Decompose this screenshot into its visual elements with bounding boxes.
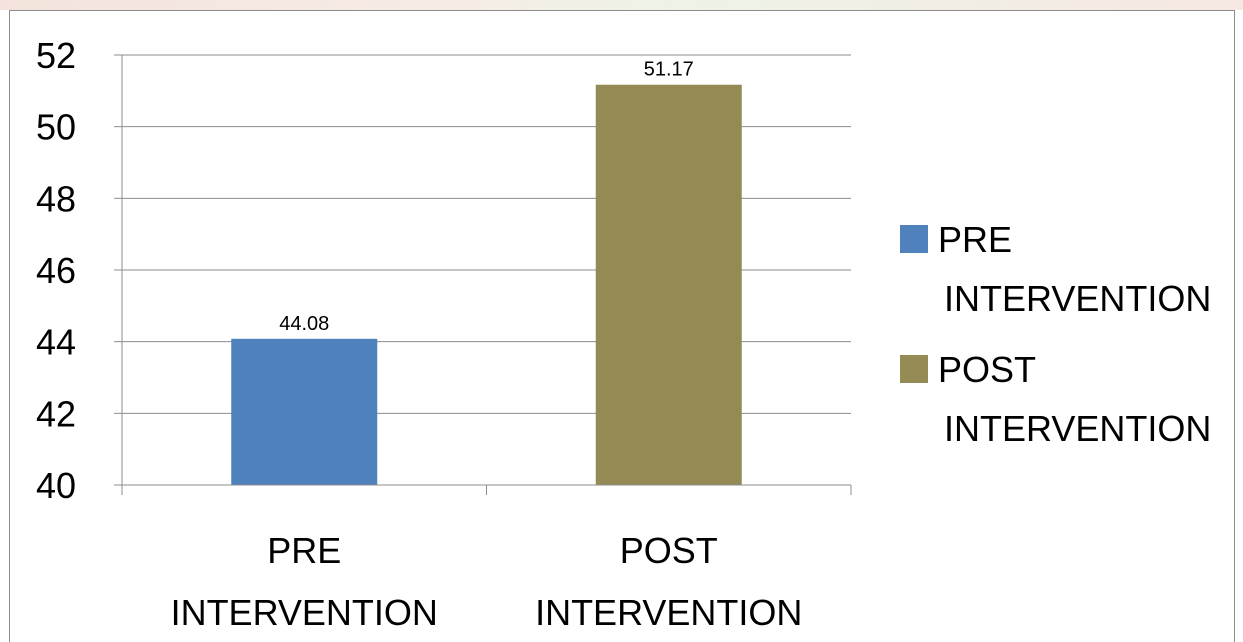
y-tick-label-46: 46 [36, 250, 76, 291]
data-label-1: 51.17 [644, 59, 694, 81]
bar-0 [231, 338, 378, 485]
legend: PRE INTERVENTION POST INTERVENTION [900, 219, 1211, 449]
y-tick-label-44: 44 [36, 322, 76, 363]
category-label-0-line-1: INTERVENTION [171, 592, 438, 633]
y-tick-label-50: 50 [36, 107, 76, 148]
y-tick-label-52: 52 [36, 35, 76, 76]
data-label-0: 44.08 [279, 313, 329, 335]
legend-label-1-line-0: POST [938, 349, 1036, 390]
bar-1 [595, 84, 742, 485]
legend-swatch-0 [900, 225, 928, 253]
category-label-1-line-1: INTERVENTION [535, 592, 802, 633]
y-tick-label-48: 48 [36, 178, 76, 219]
y-tick-label-42: 42 [36, 393, 76, 434]
legend-label-1-line-1: INTERVENTION [944, 408, 1211, 449]
category-label-1-line-0: POST [620, 530, 718, 571]
bars [231, 84, 742, 485]
legend-label-0-line-0: PRE [938, 219, 1012, 260]
category-label-0-line-0: PRE [267, 530, 341, 571]
labels: 40 42 44 46 48 50 52 44.08 PRE INTERVENTION 51.17 P… [36, 35, 802, 633]
axes [114, 54, 852, 495]
decorative-header-strip [0, 0, 1243, 10]
y-tick-label-40: 40 [36, 465, 76, 506]
legend-label-0-line-1: INTERVENTION [944, 278, 1211, 319]
legend-swatch-1 [900, 355, 928, 383]
